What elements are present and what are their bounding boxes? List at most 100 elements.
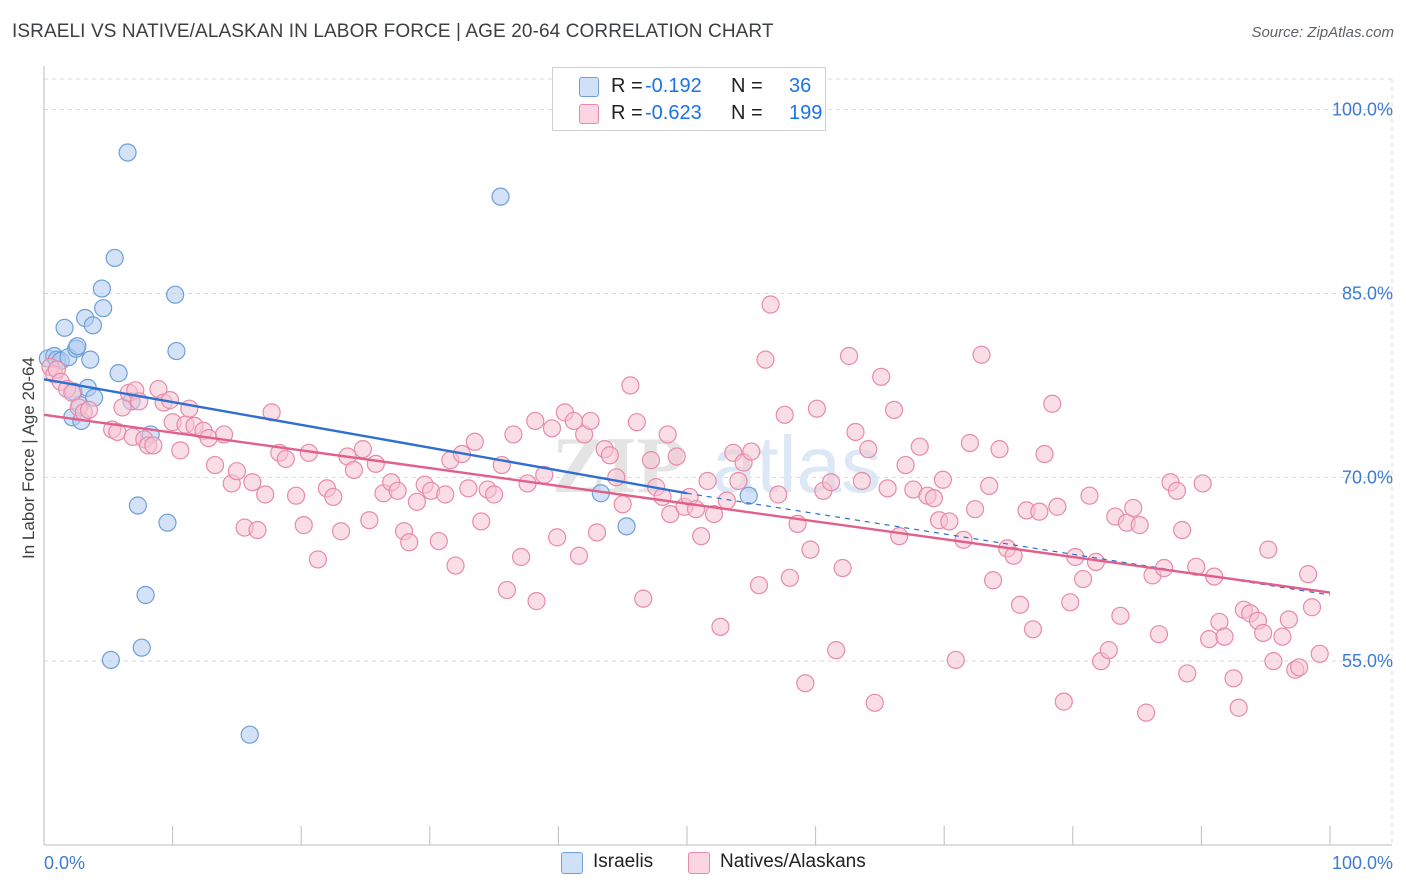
point-natives <box>205 455 225 475</box>
point-natives <box>248 520 267 540</box>
point-natives <box>761 295 780 314</box>
point-natives <box>910 437 929 456</box>
point-natives <box>634 589 653 608</box>
point-natives <box>256 485 275 504</box>
point-natives <box>1048 497 1067 516</box>
point-natives <box>859 440 878 459</box>
point-natives <box>485 485 504 504</box>
point-natives <box>1187 557 1206 576</box>
legend-swatch-natives <box>579 104 599 124</box>
point-natives <box>717 491 736 510</box>
point-natives <box>294 516 313 535</box>
y-tick-label: 70.0% <box>1342 467 1393 487</box>
point-natives <box>1130 516 1149 535</box>
point-natives <box>1073 569 1093 589</box>
legend-r-label: R = <box>611 75 643 97</box>
point-natives <box>459 479 478 498</box>
point-natives <box>1010 595 1030 614</box>
point-natives <box>512 547 531 567</box>
point-natives <box>1178 664 1197 683</box>
point-natives <box>227 462 246 481</box>
point-natives <box>144 436 163 455</box>
point-natives <box>833 558 852 578</box>
point-israelis <box>92 279 111 298</box>
point-natives <box>890 527 909 546</box>
point-natives <box>243 473 262 492</box>
point-natives <box>756 350 775 369</box>
point-natives <box>446 556 465 575</box>
point-natives <box>600 446 619 465</box>
point-natives <box>1137 703 1156 722</box>
legend-n-label: N = <box>731 102 763 124</box>
point-natives <box>946 650 965 670</box>
point-natives <box>801 540 820 559</box>
point-natives <box>1290 658 1309 677</box>
point-natives <box>407 492 427 511</box>
point-natives <box>692 527 711 546</box>
trend-lines <box>43 378 1331 596</box>
point-natives <box>286 486 306 505</box>
legend-n-value-israelis: 36 <box>789 75 812 97</box>
point-natives <box>1302 598 1322 617</box>
point-natives <box>807 399 826 418</box>
legend-swatch-natives <box>688 852 710 874</box>
point-natives <box>621 376 640 395</box>
point-natives <box>1259 540 1278 559</box>
point-natives <box>796 674 815 693</box>
point-natives <box>353 440 373 459</box>
point-israelis <box>617 517 636 536</box>
point-natives <box>400 533 419 552</box>
point-natives <box>1043 394 1062 413</box>
y-tick-label: 85.0% <box>1342 283 1393 303</box>
point-natives <box>933 470 953 489</box>
point-natives <box>1264 652 1283 671</box>
point-natives <box>79 400 99 420</box>
point-natives <box>344 460 364 480</box>
point-israelis <box>109 364 128 383</box>
point-natives <box>180 399 199 418</box>
chart-title: ISRAELI VS NATIVE/ALASKAN IN LABOR FORCE… <box>12 21 774 42</box>
point-natives <box>262 403 281 422</box>
point-natives <box>1061 593 1080 612</box>
point-natives <box>527 592 546 611</box>
point-natives <box>324 487 343 507</box>
point-natives <box>548 528 567 547</box>
point-natives <box>769 485 788 504</box>
legend-r-value-israelis: -0.192 <box>645 75 702 97</box>
point-natives <box>331 522 351 541</box>
point-natives <box>924 489 944 508</box>
point-natives <box>1030 502 1049 521</box>
point-natives <box>472 512 491 531</box>
axis-labels: 55.0% 70.0% 85.0% 100.0% 0.0% 100.0% In Labor … <box>19 100 1393 873</box>
point-natives <box>1173 520 1192 540</box>
point-natives <box>711 617 730 636</box>
legend-n-label: N = <box>731 75 763 97</box>
point-natives <box>742 442 761 461</box>
point-israelis <box>491 187 510 206</box>
point-natives <box>896 455 915 475</box>
point-natives <box>704 504 724 524</box>
point-natives <box>171 441 190 460</box>
point-natives <box>878 479 897 498</box>
point-natives <box>1254 623 1273 643</box>
point-natives <box>965 500 985 519</box>
point-natives <box>1035 444 1054 464</box>
point-israelis <box>55 318 74 337</box>
point-israelis <box>240 725 259 744</box>
series-legend: Israelis Natives/Alaskans <box>0 850 1406 878</box>
point-natives <box>1215 627 1234 646</box>
point-israelis <box>158 513 177 532</box>
point-natives <box>846 422 865 442</box>
point-natives <box>504 425 523 444</box>
legend-label-israelis: Israelis <box>593 851 654 872</box>
point-natives <box>980 476 999 495</box>
point-natives <box>661 504 680 524</box>
point-israelis <box>166 285 185 304</box>
point-natives <box>465 432 484 451</box>
point-natives <box>1080 486 1099 505</box>
correlation-legend: R = -0.192 N = 36 R = -0.623 N = 199 <box>552 67 826 131</box>
y-axis-title: In Labor Force | Age 20-64 <box>19 357 38 559</box>
point-natives <box>865 693 884 712</box>
point-natives <box>1193 474 1212 493</box>
point-natives <box>780 568 799 587</box>
